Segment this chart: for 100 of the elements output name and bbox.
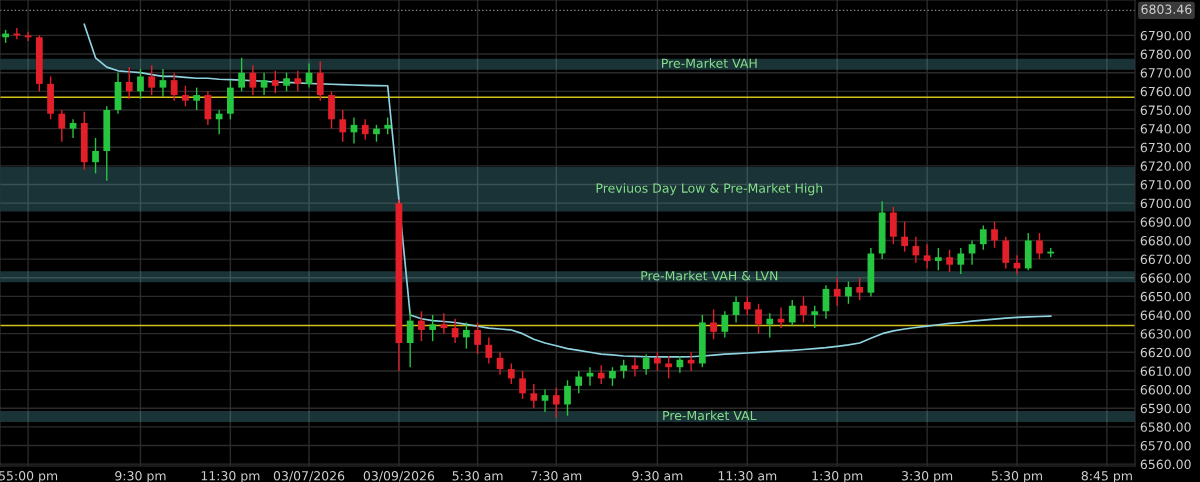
candlestick <box>519 370 526 400</box>
candlestick <box>631 357 639 378</box>
x-tick-label: 11:30 am <box>718 471 777 481</box>
x-tick-label: 03/07/2026 <box>273 471 345 482</box>
y-tick-label: 6690.00 <box>1140 217 1191 227</box>
candlestick <box>125 66 133 100</box>
candlestick <box>934 247 942 271</box>
candlestick <box>833 277 841 307</box>
candlestick <box>564 379 571 417</box>
y-tick-label: 6750.00 <box>1140 105 1191 115</box>
candlestick <box>923 243 931 270</box>
candlestick <box>69 118 77 139</box>
candlestick <box>788 299 796 327</box>
y-tick-label: 6680.00 <box>1140 235 1191 246</box>
candlestick <box>642 353 650 376</box>
candlestick <box>957 247 965 275</box>
candlestick <box>609 366 616 387</box>
candlestick <box>979 224 987 251</box>
y-tick-label: 6770.00 <box>1140 68 1191 78</box>
candlestick <box>462 321 470 350</box>
candlestick <box>440 312 448 335</box>
candlestick <box>238 57 245 93</box>
y-tick-label: 6570.00 <box>1140 440 1191 451</box>
candlestick <box>901 221 908 253</box>
y-tick-label: 6660.00 <box>1140 273 1191 283</box>
candlestick <box>92 137 99 175</box>
y-tick-label: 6640.00 <box>1140 310 1191 320</box>
x-tick-label: 3:30 pm <box>901 471 953 482</box>
candlestick <box>1036 232 1043 260</box>
y-tick-label: 6580.00 <box>1140 422 1191 432</box>
y-tick-label: 6780.00 <box>1140 49 1191 59</box>
x-tick-label: 9:30 am <box>632 471 683 481</box>
candlestick <box>507 362 515 385</box>
candlestick <box>845 280 852 305</box>
y-tick-label: 6720.00 <box>1140 161 1191 171</box>
candlestick <box>316 60 324 102</box>
candlestick <box>485 336 493 365</box>
candlestick <box>24 30 32 42</box>
x-tick-label: 55:00 pm <box>0 471 58 482</box>
y-tick-label: 6790.00 <box>1140 30 1191 41</box>
candlestick <box>654 351 661 372</box>
candlestick <box>800 295 807 324</box>
y-tick-label: 6730.00 <box>1140 142 1191 153</box>
band-label: Previuos Day Low & Pre-Market High <box>596 183 823 196</box>
band-label: Pre-Market VAH & LVN <box>641 270 778 281</box>
band-label: Pre-Market VAH <box>662 58 757 68</box>
y-tick-label: 6670.00 <box>1140 254 1191 265</box>
candlestick <box>766 312 774 339</box>
candlestick <box>418 310 425 342</box>
candlestick <box>193 86 201 111</box>
y-tick-label: 6590.00 <box>1140 403 1191 414</box>
y-tick-label: 6710.00 <box>1140 180 1191 190</box>
candlestick <box>283 72 290 93</box>
candlestick <box>271 70 279 94</box>
candlestick <box>1002 236 1010 270</box>
candlestick <box>249 64 257 96</box>
candlestick <box>474 321 481 355</box>
candlestick <box>968 239 976 266</box>
x-tick-label: 7:30 am <box>531 471 582 481</box>
candlestick <box>811 305 819 329</box>
candlestick <box>294 70 302 93</box>
y-tick-label: 6560.00 <box>1140 459 1191 470</box>
candlestick <box>541 388 549 413</box>
candlestick <box>620 359 628 380</box>
x-tick-label: 5:30 am <box>452 471 503 481</box>
candlestick <box>260 72 268 96</box>
y-tick-label: 6630.00 <box>1140 329 1191 339</box>
candlestick <box>137 68 144 100</box>
candlestick <box>710 308 717 340</box>
y-tick-label: 6620.00 <box>1140 347 1191 358</box>
candlestick <box>586 366 594 387</box>
candlestick <box>721 310 729 339</box>
y-tick-label: 6740.00 <box>1140 124 1191 134</box>
ref-line-label: 6803.46 <box>1141 4 1192 14</box>
candlestick <box>946 249 953 273</box>
x-tick-label: 11:30 pm <box>201 471 260 482</box>
candlestick <box>552 387 560 419</box>
x-tick-label: 03/09/2026 <box>363 471 435 482</box>
candlestick <box>339 109 347 143</box>
x-tick-label: 9:30 pm <box>115 471 166 482</box>
candlestick <box>215 109 223 135</box>
candlestick <box>406 310 414 368</box>
candlestick <box>429 314 437 342</box>
y-tick-label: 6650.00 <box>1140 291 1191 302</box>
band-label: Pre-Market VAL <box>663 410 757 421</box>
candlestick <box>743 295 751 316</box>
candlestick <box>530 383 538 409</box>
candlestick <box>597 364 605 385</box>
candlestick <box>148 64 156 96</box>
candlestick <box>182 85 189 107</box>
y-tick-label: 6600.00 <box>1140 385 1191 395</box>
candlestick <box>991 221 998 249</box>
candlestick <box>361 118 369 141</box>
candlestick <box>575 370 583 394</box>
candlestick <box>665 355 673 380</box>
candlestick <box>755 303 762 335</box>
candlestick <box>58 109 66 143</box>
x-tick-label: 8:45 pm <box>1081 471 1132 482</box>
candlestick <box>170 72 178 102</box>
y-tick-label: 6700.00 <box>1140 198 1191 209</box>
